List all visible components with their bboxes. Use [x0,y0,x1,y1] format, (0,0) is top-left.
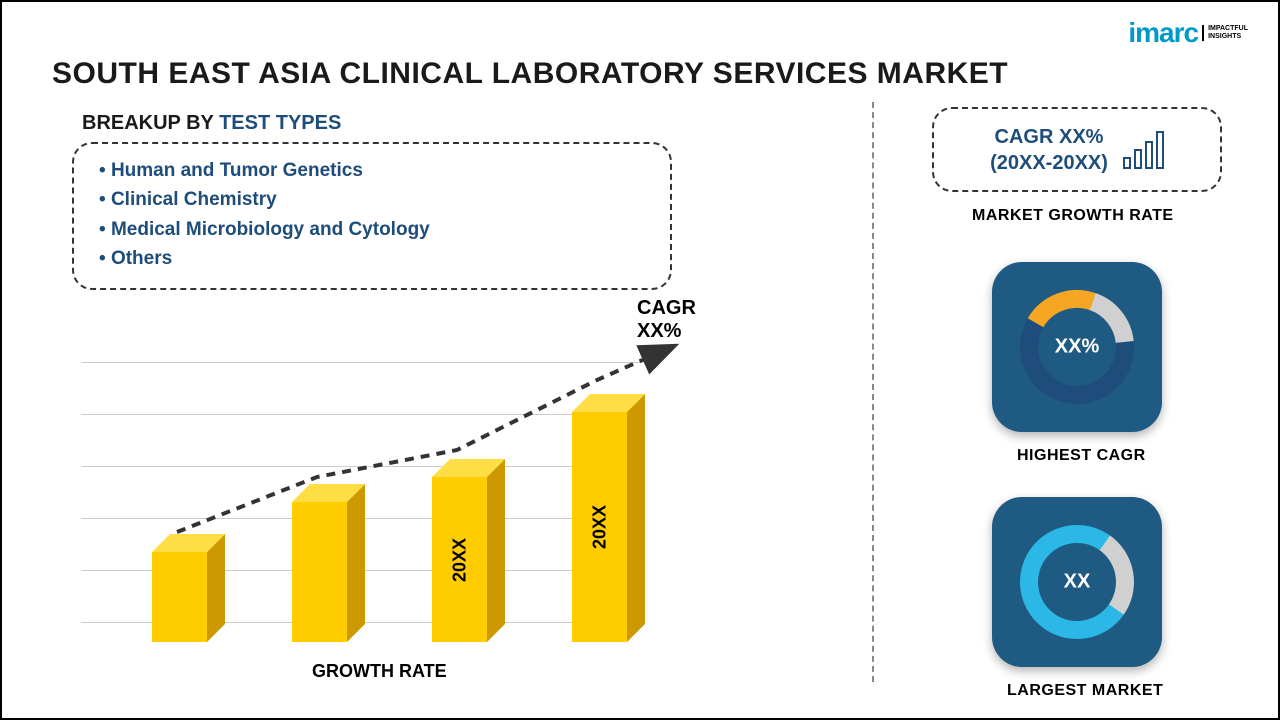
cagr-annotation: CAGR XX% [637,297,722,343]
highest-cagr-card: XX% [992,262,1162,432]
chart-bar: 20XX [572,412,627,642]
chart-floor: 20XX 20XX [82,382,682,642]
largest-market-donut: XX [1017,522,1137,642]
growth-rate-box: CAGR XX%(20XX-20XX) [932,107,1222,192]
chart-bar [152,552,207,642]
list-item: Medical Microbiology and Cytology [99,215,645,244]
donut-center-text: XX [1064,571,1091,594]
brand-logo: imarc IMPACTFULINSIGHTS [1128,17,1248,49]
test-types-list: Human and Tumor Genetics Clinical Chemis… [99,156,645,274]
market-growth-rate-label: MARKET GROWTH RATE [972,207,1174,225]
breakup-subtitle: BREAKUP BY TEST TYPES [82,112,341,135]
list-item: Clinical Chemistry [99,185,645,214]
bars-icon [1123,131,1164,169]
logo-text: imarc [1128,17,1198,49]
chart-bar: 20XX [432,477,487,642]
x-axis-label: GROWTH RATE [312,661,447,682]
page-title: SOUTH EAST ASIA CLINICAL LABORATORY SERV… [52,57,1008,91]
list-item: Human and Tumor Genetics [99,156,645,185]
test-types-panel: Human and Tumor Genetics Clinical Chemis… [72,142,672,290]
largest-market-label: LARGEST MARKET [1007,682,1163,700]
growth-bar-chart: 20XX20XX CAGR XX% GROWTH RATE [82,352,722,682]
vertical-divider [872,102,874,682]
highest-cagr-label: HIGHEST CAGR [1017,447,1146,465]
logo-tagline: IMPACTFULINSIGHTS [1202,25,1248,40]
list-item: Others [99,244,645,273]
growth-rate-text: CAGR XX%(20XX-20XX) [990,124,1108,176]
largest-market-card: XX [992,497,1162,667]
donut-center-text: XX% [1055,336,1099,359]
chart-bar [292,502,347,642]
highest-cagr-donut: XX% [1017,287,1137,407]
